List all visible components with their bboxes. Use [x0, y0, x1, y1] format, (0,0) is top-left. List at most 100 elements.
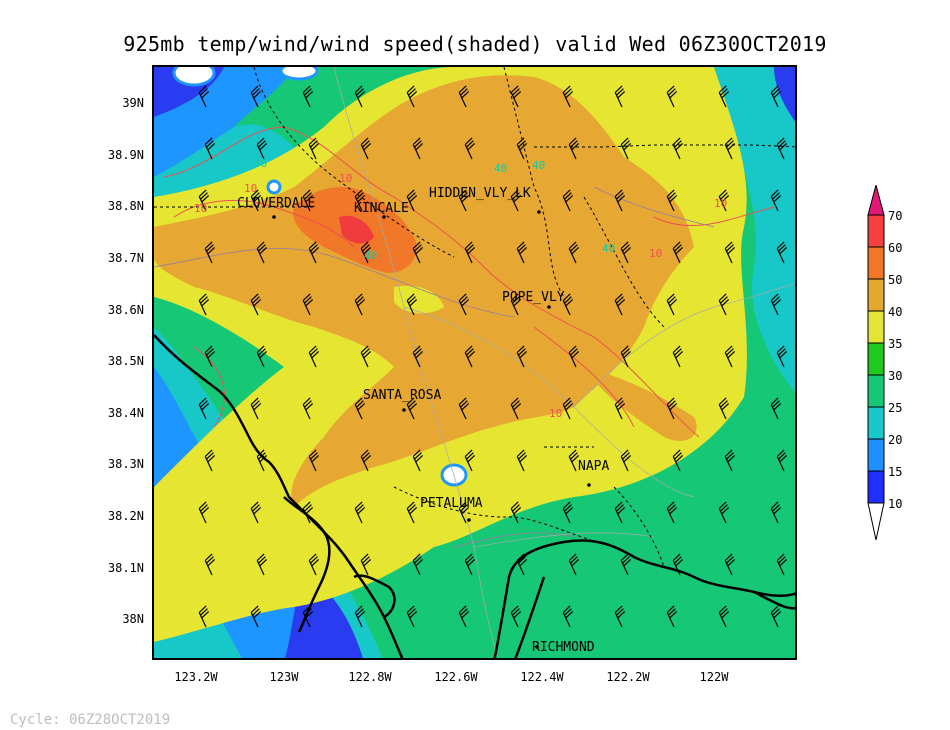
wind-barb [510, 605, 522, 628]
city-label-petaluma: PETALUMA [420, 496, 483, 511]
wind-barb [256, 345, 268, 368]
city-dots [272, 210, 591, 649]
wind-barb [724, 345, 736, 368]
city-dot [402, 408, 406, 412]
wind-barb [718, 605, 730, 628]
wind-barb [256, 449, 268, 472]
colorbar [867, 185, 885, 541]
colorbar-bin [867, 374, 885, 408]
lat-label: 38.7N [107, 251, 144, 265]
colorbar-bin [867, 342, 885, 376]
contour-label: 10 [714, 197, 727, 210]
city-dot [535, 645, 539, 649]
wind-barb [302, 189, 314, 212]
city-label-richmond: RICHMOND [532, 640, 595, 655]
city-label-santa-rosa: SANTA_ROSA [363, 388, 442, 403]
wind-barb [510, 501, 522, 524]
wind-barb [412, 553, 424, 576]
wind-barb [666, 397, 678, 420]
map-panel: 10 40 10 40 10 40 40 10 40 10 10 CLOVERD… [152, 65, 797, 660]
wind-barb [770, 605, 782, 628]
shade-60 [339, 215, 374, 244]
wind-barb [308, 449, 320, 472]
contour-label: 40 [254, 157, 267, 170]
wind-barb [770, 85, 782, 108]
wind-barb [198, 293, 210, 316]
wind-barb [354, 605, 366, 628]
wind-barb [198, 501, 210, 524]
city-dot [272, 215, 276, 219]
city-label-cloverdale: CLOVERDALE [237, 196, 316, 211]
lat-label: 38.9N [107, 148, 144, 162]
wind-barb [464, 449, 476, 472]
city-dot [537, 210, 541, 214]
wind-barb [724, 553, 736, 576]
wind-barb [458, 397, 470, 420]
wind-barb [666, 189, 678, 212]
wind-barb [412, 449, 424, 472]
wind-barb [360, 241, 372, 264]
colorbar-bin [867, 246, 885, 280]
wind-barb [302, 397, 314, 420]
wind-barb [516, 449, 528, 472]
lat-label: 38.5N [107, 354, 144, 368]
boundary-lines [154, 67, 795, 568]
wind-barb [354, 397, 366, 420]
wind-barb [354, 85, 366, 108]
wind-barb [510, 397, 522, 420]
wind-barb [458, 501, 470, 524]
wind-barb [516, 137, 528, 160]
city-label-napa: NAPA [578, 459, 610, 474]
colorbar-top-arrow [867, 185, 885, 216]
wind-barb [354, 189, 366, 212]
wind-barb [562, 397, 574, 420]
wind-barb [562, 501, 574, 524]
wind-barb [250, 293, 262, 316]
lat-label: 38N [122, 612, 144, 626]
contour-label: 40 [494, 162, 507, 175]
wind-barb [302, 605, 314, 628]
lat-label: 38.6N [107, 303, 144, 317]
wind-barb [666, 501, 678, 524]
wind-barb [510, 293, 522, 316]
contour-label: 40 [364, 249, 377, 262]
colorbar-bin [867, 278, 885, 312]
wind-barb [672, 137, 684, 160]
wind-barb [256, 137, 268, 160]
wind-barb [458, 189, 470, 212]
contour-label: 10 [649, 247, 662, 260]
wind-barb [672, 241, 684, 264]
city-dot [547, 305, 551, 309]
wind-barb [464, 241, 476, 264]
wind-barb [308, 137, 320, 160]
wind-barb [568, 241, 580, 264]
wind-barb [204, 553, 216, 576]
shade-40-east [584, 367, 697, 441]
lat-label: 38.4N [107, 406, 144, 420]
wind-barb [360, 345, 372, 368]
wind-barb [406, 293, 418, 316]
wind-barb [250, 397, 262, 420]
cycle-footer: Cycle: 06Z28OCT2019 [10, 712, 171, 728]
temp-contours [163, 126, 775, 438]
wind-barb [620, 345, 632, 368]
lat-label: 38.2N [107, 509, 144, 523]
wind-barb [412, 137, 424, 160]
colorbar-bin [867, 214, 885, 248]
wind-barb [302, 501, 314, 524]
wind-barb [672, 553, 684, 576]
wind-barb [516, 241, 528, 264]
colorbar-label: 50 [888, 273, 903, 287]
lon-label: 122.4W [520, 670, 564, 684]
wind-barb [250, 85, 262, 108]
lat-label: 38.8N [107, 199, 144, 213]
wind-barb [464, 345, 476, 368]
wind-barb [458, 605, 470, 628]
wind-barb [302, 85, 314, 108]
wind-barb [464, 553, 476, 576]
wind-barb [510, 189, 522, 212]
wind-barb [614, 397, 626, 420]
wind-barb [770, 189, 782, 212]
city-label-pope-vly: POPE_VLY [502, 290, 565, 305]
colorbar-label: 35 [888, 337, 903, 351]
